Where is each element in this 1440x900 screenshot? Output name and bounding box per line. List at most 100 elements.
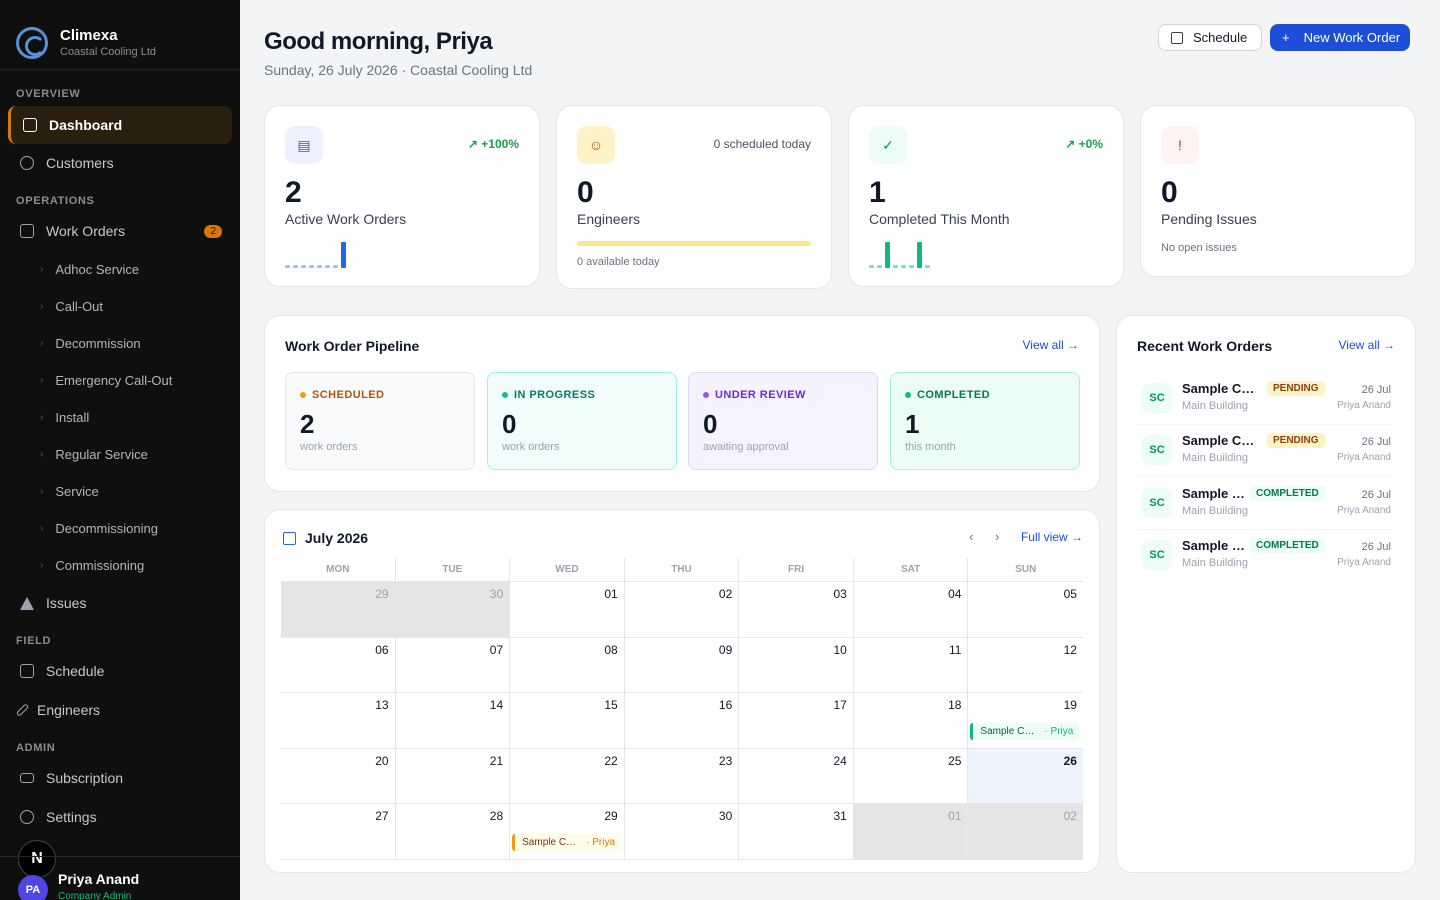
stat-card-active-work-orders[interactable]: ▤ ↗ +100% 2 Active Work Orders [264, 105, 540, 287]
stat-value: 0 [577, 176, 594, 209]
stage-label-text: SCHEDULED [312, 389, 385, 401]
stage-sub: work orders [502, 441, 560, 453]
calendar-day-cell[interactable]: 18 [853, 693, 969, 749]
calendar-day-cell[interactable]: 07 [395, 637, 511, 694]
gear-icon [20, 810, 34, 824]
calendar-day-cell[interactable]: 23 [624, 748, 740, 805]
spark-bar [285, 265, 290, 268]
calendar-day-cell[interactable]: 21 [395, 748, 511, 805]
calendar-day-cell[interactable]: 29 [281, 582, 396, 638]
sidebar-subitem-regular-service[interactable]: › Regular Service [40, 447, 148, 462]
calendar-day-cell[interactable]: 30 [395, 582, 511, 638]
calendar-day-cell[interactable]: 03 [739, 582, 854, 638]
sidebar-item-work-orders[interactable]: Work Orders 2 [8, 212, 232, 250]
customer-avatar: SC [1142, 383, 1172, 413]
pipeline-view-all-link[interactable]: View all → [1023, 338, 1079, 352]
calendar-day-cell[interactable]: 15 [510, 693, 625, 749]
recent-work-order-row[interactable]: SC Sample Customer Main Building PENDING… [1137, 373, 1395, 425]
calendar-day-cell[interactable]: 27 [281, 804, 396, 860]
sparkline [869, 242, 930, 268]
calendar-day-cell[interactable]: 06 [281, 637, 396, 694]
calendar-prev-button[interactable]: ‹ [969, 529, 974, 544]
work-order-date: 26 Jul [1361, 489, 1391, 501]
pipeline-stage-under-review[interactable]: UNDER REVIEW 0 awaiting approval [688, 372, 878, 470]
calendar-day-cell[interactable]: 01 [853, 804, 969, 860]
calendar-day-cell[interactable]: 24 [739, 748, 854, 805]
calendar-day-cell[interactable]: 29 Sample Customer · Priya [510, 804, 625, 860]
sidebar-item-subscription[interactable]: Subscription [8, 759, 232, 797]
calendar-icon [1171, 31, 1183, 44]
calendar-next-button[interactable]: › [995, 529, 1000, 544]
calendar-day-cell[interactable]: 13 [281, 693, 396, 749]
recent-work-order-row[interactable]: SC Sample Customer Main Building COMPLET… [1137, 478, 1395, 530]
stat-card-pending-issues[interactable]: ! 0 Pending Issues No open issues [1140, 105, 1416, 277]
calendar-day-cell[interactable]: 02 [968, 804, 1083, 860]
sidebar-item-dashboard[interactable]: Dashboard [8, 106, 232, 144]
calendar-day-cell[interactable]: 19 Sample Customer · Priya [968, 693, 1083, 749]
recent-work-order-row[interactable]: SC Sample Customer Main Building COMPLET… [1137, 530, 1395, 582]
calendar-day-cell[interactable]: 09 [624, 637, 740, 694]
calendar-day-cell[interactable]: 20 [281, 748, 396, 805]
calendar-day-cell[interactable]: 10 [739, 637, 854, 694]
calendar-day-cell[interactable]: 31 [739, 804, 854, 860]
sidebar-subitem-service[interactable]: › Service [40, 484, 99, 499]
status-badge: COMPLETED [1250, 486, 1325, 501]
schedule-button[interactable]: Schedule [1158, 24, 1263, 51]
new-work-order-button[interactable]: + New Work Order [1270, 24, 1411, 51]
sidebar-subitem-call-out[interactable]: › Call-Out [40, 299, 103, 314]
stat-card-engineers[interactable]: ☺ 0 scheduled today 0 Engineers 0 availa… [556, 105, 832, 289]
pipeline-stage-in-progress[interactable]: IN PROGRESS 0 work orders [487, 372, 677, 470]
sidebar-subitem-install[interactable]: › Install [40, 410, 89, 425]
sidebar-item-label: Customers [46, 155, 114, 171]
calendar-day-cell[interactable]: 05 [968, 582, 1083, 638]
sidebar-subitem-decommissioning[interactable]: › Decommissioning [40, 521, 158, 536]
calendar-day-cell[interactable]: 12 [968, 638, 1083, 694]
sidebar-subitem-emergency-call-out[interactable]: › Emergency Call-Out [40, 373, 172, 388]
trend-up-icon: ↗ [1065, 137, 1076, 151]
calendar-day-cell[interactable]: 22 [510, 748, 625, 805]
calendar-day-number: 24 [833, 753, 847, 768]
calendar-event[interactable]: Sample Customer · Priya [512, 834, 620, 852]
sidebar-item-customers[interactable]: Customers [8, 144, 232, 182]
calendar-day-cell[interactable]: 17 [739, 693, 854, 749]
section-admin: ADMIN [16, 742, 56, 754]
calendar-day-cell[interactable]: 25 [853, 748, 969, 805]
user-profile[interactable]: PA Priya Anand Company Admin [0, 856, 240, 900]
calendar-day-cell[interactable]: 14 [395, 693, 511, 749]
recent-view-all-link[interactable]: View all → [1339, 338, 1395, 352]
sidebar-subitem-label: Call-Out [55, 299, 104, 314]
sidebar-item-issues[interactable]: Issues [8, 584, 232, 622]
calendar-day-cell[interactable]: 11 [853, 637, 969, 694]
calendar-day-cell[interactable]: 30 [624, 804, 740, 860]
dev-tools-bubble[interactable]: N [18, 840, 56, 878]
stat-card-completed[interactable]: ✓ ↗ +0% 1 Completed This Month [848, 105, 1124, 287]
sidebar-subitem-decommission[interactable]: › Decommission [40, 336, 141, 351]
engineer-name: Priya Anand [1337, 557, 1391, 568]
stat-trend-value: +100% [481, 137, 519, 151]
pipeline-stage-scheduled[interactable]: SCHEDULED 2 work orders [285, 372, 475, 470]
calendar-day-cell[interactable]: 04 [853, 582, 969, 638]
sidebar-item-settings[interactable]: Settings [8, 798, 232, 836]
brand[interactable]: Climexa Coastal Cooling Ltd [0, 0, 240, 70]
calendar-event[interactable]: Sample Customer · Priya [970, 723, 1079, 741]
sidebar-subitem-adhoc-service[interactable]: › Adhoc Service [40, 262, 139, 277]
recent-work-order-row[interactable]: SC Sample Customer Main Building PENDING… [1137, 425, 1395, 477]
pipeline-stage-completed[interactable]: COMPLETED 1 this month [890, 372, 1080, 470]
calendar-day-cell[interactable]: 08 [510, 637, 625, 694]
calendar-day-cell[interactable]: 01 [510, 582, 625, 638]
sidebar-item-engineers[interactable]: Engineers [8, 691, 232, 729]
calendar-day-cell[interactable]: 16 [624, 693, 740, 749]
sidebar-item-label: Dashboard [49, 117, 123, 133]
calendar-day-cell[interactable]: 28 [395, 804, 511, 860]
sidebar-subitem-commissioning[interactable]: › Commissioning [40, 558, 144, 573]
recent-work-orders-card: Recent Work Orders View all → SC Sample … [1116, 315, 1416, 873]
calendar-day-number: 28 [489, 809, 504, 824]
calendar-day-number: 30 [489, 587, 504, 601]
status-badge: PENDING [1267, 381, 1325, 396]
brand-name: Climexa [60, 27, 118, 44]
calendar-day-cell[interactable]: 02 [624, 582, 740, 638]
calendar-day-cell[interactable]: 26 [968, 748, 1083, 805]
sidebar-item-schedule[interactable]: Schedule [8, 652, 232, 690]
calendar-full-view-link[interactable]: Full view → [1021, 530, 1083, 544]
pipeline-card: Work Order Pipeline View all → SCHEDULED… [264, 315, 1100, 492]
